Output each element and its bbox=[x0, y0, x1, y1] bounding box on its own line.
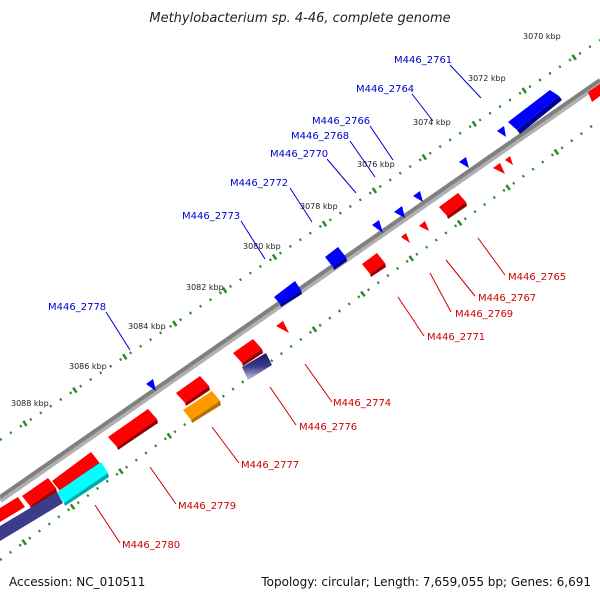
kbp-label: 3082 kbp bbox=[186, 283, 224, 292]
topology-text: Topology: circular; Length: 7,659,055 bp… bbox=[260, 575, 591, 589]
gene-label-M446_2776[interactable]: M446_2776 bbox=[299, 422, 357, 433]
gene-arrow-M446_2770[interactable] bbox=[394, 206, 405, 218]
gene-label-M446_2772[interactable]: M446_2772 bbox=[230, 178, 288, 189]
gene-label-M446_2767[interactable]: M446_2767 bbox=[478, 293, 536, 304]
kbp-label: 3070 kbp bbox=[523, 32, 561, 41]
gene-arrow-M446_2777[interactable] bbox=[176, 376, 209, 403]
gene-arrow-M446_2772[interactable] bbox=[372, 220, 383, 233]
feature-orange[interactable] bbox=[183, 391, 220, 420]
major-tick bbox=[360, 290, 366, 298]
major-tick bbox=[456, 219, 463, 227]
major-tick bbox=[471, 120, 477, 127]
gene-label-M446_2777[interactable]: M446_2777 bbox=[241, 460, 299, 471]
major-tick bbox=[505, 184, 511, 191]
gene-arrow-M446_2765[interactable] bbox=[493, 163, 505, 174]
gene-label-M446_2780[interactable]: M446_2780 bbox=[122, 540, 180, 551]
tick-track-outer bbox=[0, 38, 600, 442]
gene-label-M446_2768[interactable]: M446_2768 bbox=[291, 131, 349, 142]
feature-navy-gradient[interactable] bbox=[242, 353, 272, 380]
major-tick bbox=[271, 253, 278, 261]
kbp-label: 3080 kbp bbox=[243, 242, 281, 251]
gene-shadow bbox=[30, 488, 57, 509]
kbp-label: 3088 kbp bbox=[11, 399, 49, 408]
kbp-label: 3074 kbp bbox=[413, 118, 451, 127]
major-ticks bbox=[21, 54, 577, 546]
gene-shadow bbox=[280, 290, 302, 307]
gene-shadow bbox=[370, 263, 386, 277]
major-tick bbox=[118, 468, 124, 475]
gene-arrow-M446_2769[interactable] bbox=[419, 221, 429, 231]
major-tick bbox=[221, 287, 228, 294]
gene-arrow-M446_2766[interactable] bbox=[459, 157, 469, 168]
gene-label-M446_2769[interactable]: M446_2769 bbox=[455, 309, 513, 320]
major-tick bbox=[321, 220, 328, 227]
major-tick bbox=[408, 255, 415, 262]
feature-cyan[interactable] bbox=[57, 462, 108, 503]
gene-label-M446_2761[interactable]: M446_2761 bbox=[394, 55, 452, 66]
gene-arrow-M446_2773[interactable] bbox=[325, 247, 346, 267]
forward-leader-lines bbox=[105, 64, 482, 351]
gene-arrow-M446_2764[interactable] bbox=[497, 126, 506, 137]
gene-label-M446_2764[interactable]: M446_2764 bbox=[356, 84, 414, 95]
major-tick bbox=[122, 353, 128, 361]
gene-arrow-M446_2761[interactable] bbox=[508, 90, 559, 130]
major-tick bbox=[21, 539, 28, 546]
accession-text: Accession: NC_010511 bbox=[9, 575, 145, 589]
kbp-label: 3076 kbp bbox=[357, 160, 395, 169]
major-tick bbox=[22, 420, 28, 427]
gene-arrow-partial[interactable] bbox=[588, 84, 600, 102]
major-tick bbox=[311, 326, 318, 333]
gene-shadow bbox=[333, 257, 347, 270]
reverse-leader-lines bbox=[94, 237, 506, 544]
major-tick bbox=[421, 153, 428, 161]
gene-shadow bbox=[185, 386, 210, 406]
gene-arrow-block[interactable] bbox=[274, 281, 301, 304]
gene-label-M446_2771[interactable]: M446_2771 bbox=[427, 332, 485, 343]
kbp-label: 3086 kbp bbox=[69, 362, 107, 371]
gene-arrow-M446_2780[interactable] bbox=[52, 452, 99, 491]
gene-arrow-M446_2765b[interactable] bbox=[505, 156, 513, 165]
kbp-label: 3078 kbp bbox=[300, 202, 338, 211]
major-tick bbox=[553, 148, 560, 156]
major-tick bbox=[521, 87, 527, 94]
tick-track-inner bbox=[0, 118, 600, 562]
gene-arrow-block[interactable] bbox=[0, 497, 25, 522]
gene-arrow-block[interactable] bbox=[22, 478, 56, 506]
major-tick bbox=[72, 386, 78, 394]
major-tick bbox=[172, 320, 178, 327]
major-tick bbox=[371, 187, 378, 194]
gene-label-M446_2774[interactable]: M446_2774 bbox=[333, 398, 391, 409]
gene-shadow bbox=[517, 96, 562, 134]
gene-arrow-M446_2778[interactable] bbox=[146, 379, 156, 391]
major-tick bbox=[571, 54, 577, 61]
gene-label-M446_2773[interactable]: M446_2773 bbox=[182, 211, 240, 222]
gene-label-M446_2778[interactable]: M446_2778 bbox=[48, 302, 106, 313]
gene-arrow-M446_2771b[interactable] bbox=[362, 253, 385, 274]
feature-orange-shadow bbox=[191, 401, 221, 423]
forward-strand bbox=[146, 90, 562, 391]
feature-navy[interactable] bbox=[0, 492, 63, 541]
major-tick bbox=[166, 432, 173, 439]
gene-label-M446_2770[interactable]: M446_2770 bbox=[270, 149, 328, 160]
map-title: Methylobacterium sp. 4-46, complete geno… bbox=[149, 11, 450, 26]
gene-shadow bbox=[447, 202, 467, 219]
gene-shadow bbox=[242, 349, 263, 366]
kbp-label: 3084 kbp bbox=[128, 322, 166, 331]
gene-label-M446_2765[interactable]: M446_2765 bbox=[508, 272, 566, 283]
gene-arrow-M446_2767[interactable] bbox=[439, 193, 466, 216]
gene-label-M446_2779[interactable]: M446_2779 bbox=[178, 501, 236, 512]
gene-label-M446_2766[interactable]: M446_2766 bbox=[312, 116, 370, 127]
kbp-label: 3072 kbp bbox=[468, 74, 506, 83]
gene-shadow bbox=[117, 419, 158, 450]
feature-cyan-shadow bbox=[64, 473, 109, 506]
gene-arrow-M446_2771[interactable] bbox=[401, 233, 410, 243]
gene-arrow-M446_2768[interactable] bbox=[413, 191, 423, 202]
gene-arrow-M446_2774[interactable] bbox=[276, 321, 289, 333]
major-tick bbox=[69, 503, 76, 510]
gene-arrow-M446_2776[interactable] bbox=[233, 339, 262, 363]
gene-arrow-M446_2779[interactable] bbox=[108, 409, 157, 447]
